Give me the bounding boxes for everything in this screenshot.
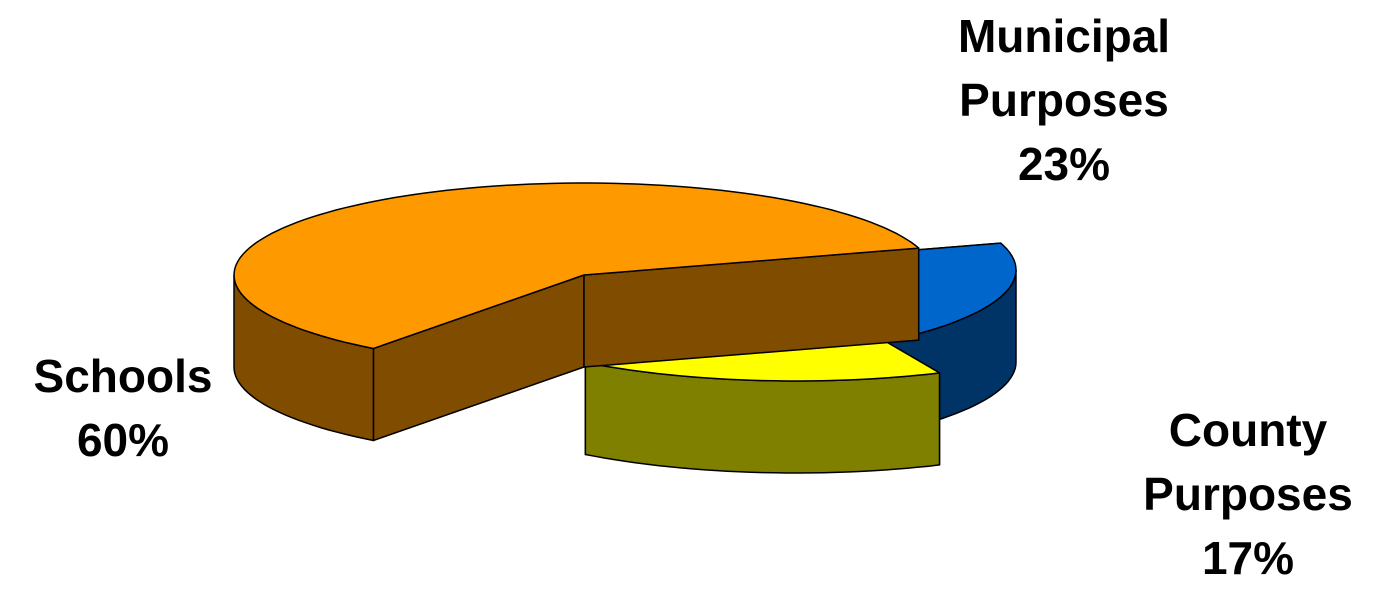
label-county-line-1: County — [1168, 404, 1328, 456]
label-schools: Schools 60% — [0, 344, 246, 472]
label-county-line-2: Purposes — [1143, 468, 1353, 520]
label-county: County Purposes 17% — [1118, 398, 1378, 590]
label-schools-line-1: Schools — [33, 350, 213, 402]
slice-schools — [233, 182, 920, 442]
label-municipal-line-2: Purposes — [959, 74, 1169, 126]
label-municipal-line-1: Municipal — [957, 10, 1171, 62]
label-county-percent: 17% — [1201, 532, 1295, 584]
label-municipal: Municipal Purposes 23% — [938, 4, 1190, 196]
label-schools-percent: 60% — [76, 414, 170, 466]
slice-schools-top — [233, 182, 920, 350]
label-municipal-percent: 23% — [1017, 138, 1111, 190]
